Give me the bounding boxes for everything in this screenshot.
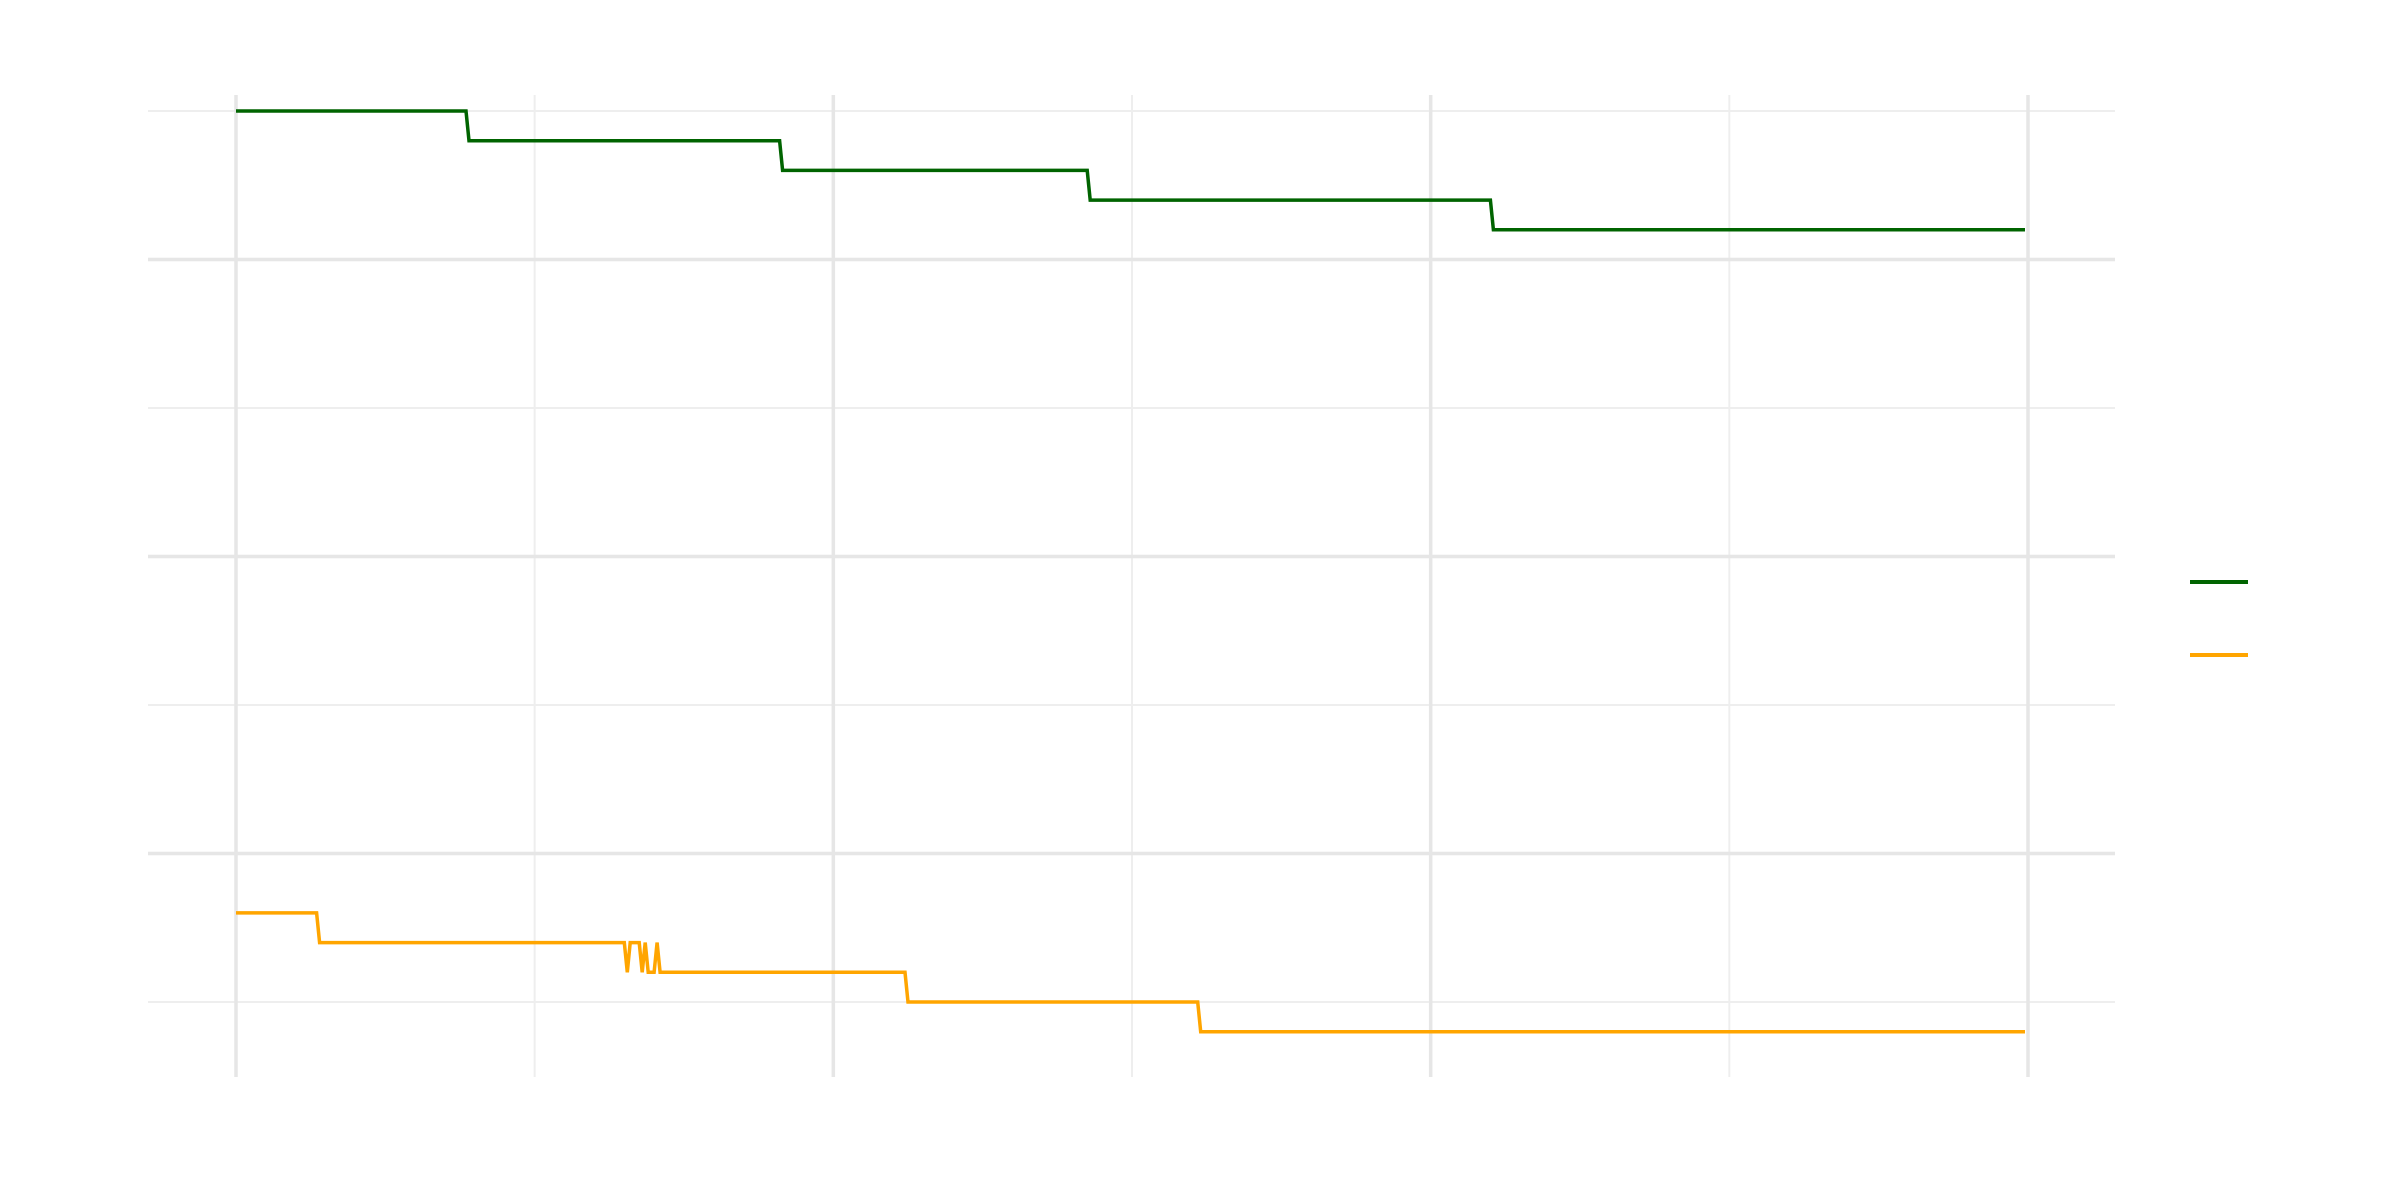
- series-line-1: [236, 109, 2025, 232]
- legend: [2190, 580, 2248, 657]
- plot-grid: [148, 95, 2115, 1077]
- series-line-2: [236, 911, 2025, 1034]
- plot-lines: [236, 109, 2025, 1034]
